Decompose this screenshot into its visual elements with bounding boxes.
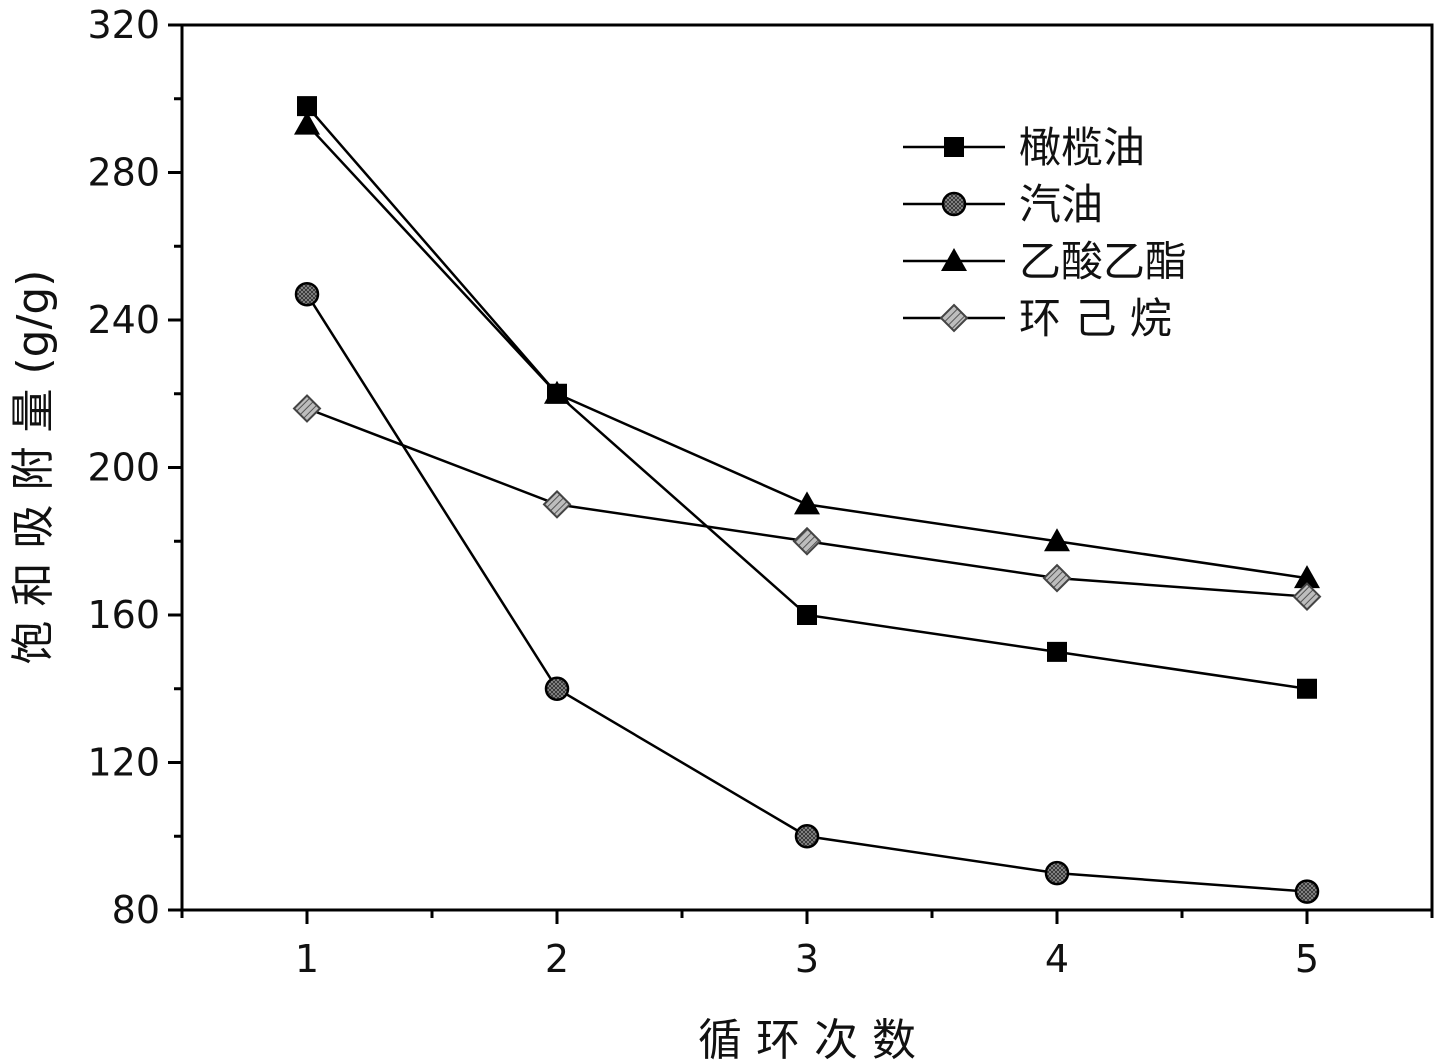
y-tick-label: 160 (87, 593, 160, 637)
series-markers (292, 96, 1322, 904)
series-4-point (1292, 582, 1322, 611)
series-2-point (294, 281, 320, 307)
legend-label-2: 汽油 (1019, 180, 1103, 229)
series-line-2 (305, 293, 1308, 893)
plot-area-frame (180, 23, 1434, 912)
series-2-point (1294, 879, 1320, 904)
legend-marker-1 (944, 137, 964, 157)
series-3-point (1044, 528, 1070, 552)
x-tick-label: 4 (1045, 937, 1069, 981)
legend-marker-2 (941, 191, 967, 217)
series-1-point (297, 96, 317, 117)
y-tick-label: 240 (87, 298, 160, 342)
legend-marker-3 (941, 248, 967, 271)
series-2-point (1044, 860, 1070, 886)
legend-label-1: 橄榄油 (1019, 123, 1145, 172)
legend-marker-4 (939, 303, 969, 333)
y-axis-title: 饱 和 吸 附 量 (g/g) (8, 270, 59, 665)
legend-label-3: 乙酸乙酯 (1019, 237, 1187, 286)
y-tick-label: 280 (87, 151, 160, 195)
series-4-point (792, 526, 822, 556)
series-3-point (544, 380, 570, 404)
axis-ticks: 80 120 160 200 240 280 320 1 2 3 4 5 (87, 3, 1434, 981)
series-2-point (544, 676, 570, 701)
legend-label-4: 环 己 烷 (1019, 294, 1172, 343)
series-1-point (1297, 678, 1317, 699)
series-4-point (1042, 563, 1072, 593)
series-3-point (294, 111, 320, 135)
series-3-point (1294, 565, 1320, 589)
x-tick-label: 1 (295, 937, 319, 981)
series-3-point (794, 491, 820, 515)
series-1-point (1047, 641, 1067, 662)
series-4-point (542, 489, 572, 519)
x-tick-label: 5 (1295, 937, 1319, 981)
x-axis-title: 循 环 次 数 (698, 1015, 916, 1064)
series-line-1 (306, 105, 1308, 690)
series-1-point (797, 605, 817, 625)
series-2-point (794, 824, 820, 849)
x-tick-label: 2 (545, 937, 569, 981)
y-tick-label: 320 (87, 3, 160, 47)
x-tick-label: 3 (795, 937, 819, 981)
series-4-point (292, 394, 322, 423)
y-tick-label: 80 (112, 888, 160, 932)
y-tick-label: 200 (87, 446, 160, 490)
y-tick-label: 120 (87, 741, 160, 785)
